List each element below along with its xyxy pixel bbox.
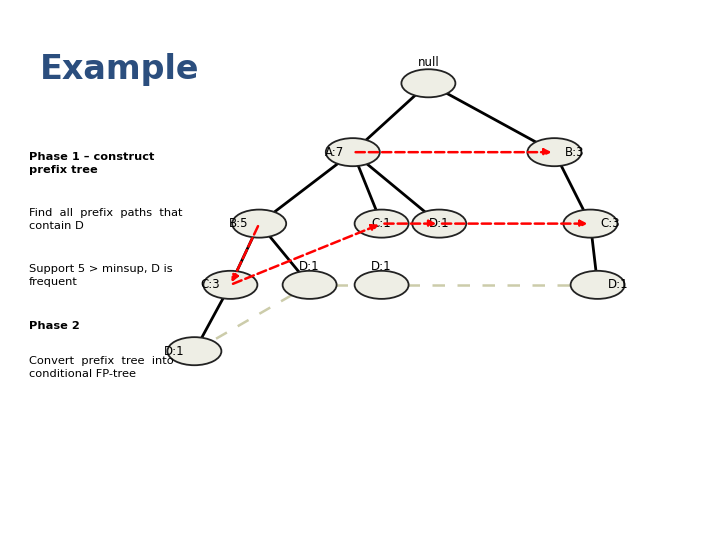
Ellipse shape [167,337,222,365]
Ellipse shape [402,69,455,97]
Ellipse shape [571,271,625,299]
Text: C:1: C:1 [372,217,392,230]
Text: B:3: B:3 [564,146,585,159]
Text: Example: Example [40,53,199,86]
Ellipse shape [204,271,258,299]
Ellipse shape [325,138,380,166]
Text: A:7: A:7 [325,146,344,159]
Ellipse shape [283,271,337,299]
Text: null: null [418,56,439,69]
Ellipse shape [232,210,287,238]
Text: D:1: D:1 [608,278,628,292]
Text: C:3: C:3 [200,278,220,292]
Text: C:3: C:3 [600,217,621,230]
Text: D:1: D:1 [372,260,392,273]
Text: Find  all  prefix  paths  that
contain D: Find all prefix paths that contain D [29,208,182,231]
Text: Support 5 > minsup, D is
frequent: Support 5 > minsup, D is frequent [29,265,172,287]
Text: Phase 2: Phase 2 [29,321,79,330]
Ellipse shape [355,271,409,299]
Text: D:1: D:1 [300,260,320,273]
Text: Phase 1 – construct
prefix tree: Phase 1 – construct prefix tree [29,152,154,174]
Ellipse shape [412,210,467,238]
Text: D:1: D:1 [429,217,449,230]
Text: D:1: D:1 [164,345,184,357]
Ellipse shape [563,210,618,238]
Ellipse shape [527,138,582,166]
Text: B:5: B:5 [229,217,249,230]
Ellipse shape [355,210,409,238]
Text: Convert  prefix  tree  into
conditional FP-tree: Convert prefix tree into conditional FP-… [29,356,174,379]
